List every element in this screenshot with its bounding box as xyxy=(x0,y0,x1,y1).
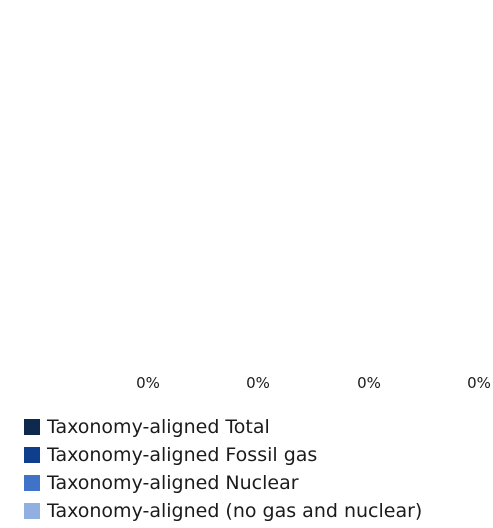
legend-item-nuclear: Taxonomy-aligned Nuclear xyxy=(24,469,422,497)
legend-item-fossil-gas: Taxonomy-aligned Fossil gas xyxy=(24,441,422,469)
legend-label-nuclear: Taxonomy-aligned Nuclear xyxy=(47,472,299,494)
legend-swatch-no-gas-nuclear xyxy=(24,503,40,519)
legend-label-fossil-gas: Taxonomy-aligned Fossil gas xyxy=(47,444,318,466)
legend-swatch-nuclear xyxy=(24,475,40,491)
data-label-1: 0% xyxy=(136,374,160,392)
legend-item-total: Taxonomy-aligned Total xyxy=(24,413,422,441)
legend-swatch-fossil-gas xyxy=(24,447,40,463)
data-label-3: 0% xyxy=(357,374,381,392)
chart-area: 0% 0% 0% 0% xyxy=(136,374,491,392)
legend-label-no-gas-nuclear: Taxonomy-aligned (no gas and nuclear) xyxy=(47,500,423,522)
legend-item-no-gas-nuclear: Taxonomy-aligned (no gas and nuclear) xyxy=(24,497,422,525)
legend-swatch-total xyxy=(24,419,40,435)
legend: Taxonomy-aligned Total Taxonomy-aligned … xyxy=(24,413,422,525)
data-label-2: 0% xyxy=(246,374,270,392)
data-label-4: 0% xyxy=(467,374,491,392)
legend-label-total: Taxonomy-aligned Total xyxy=(47,416,270,438)
